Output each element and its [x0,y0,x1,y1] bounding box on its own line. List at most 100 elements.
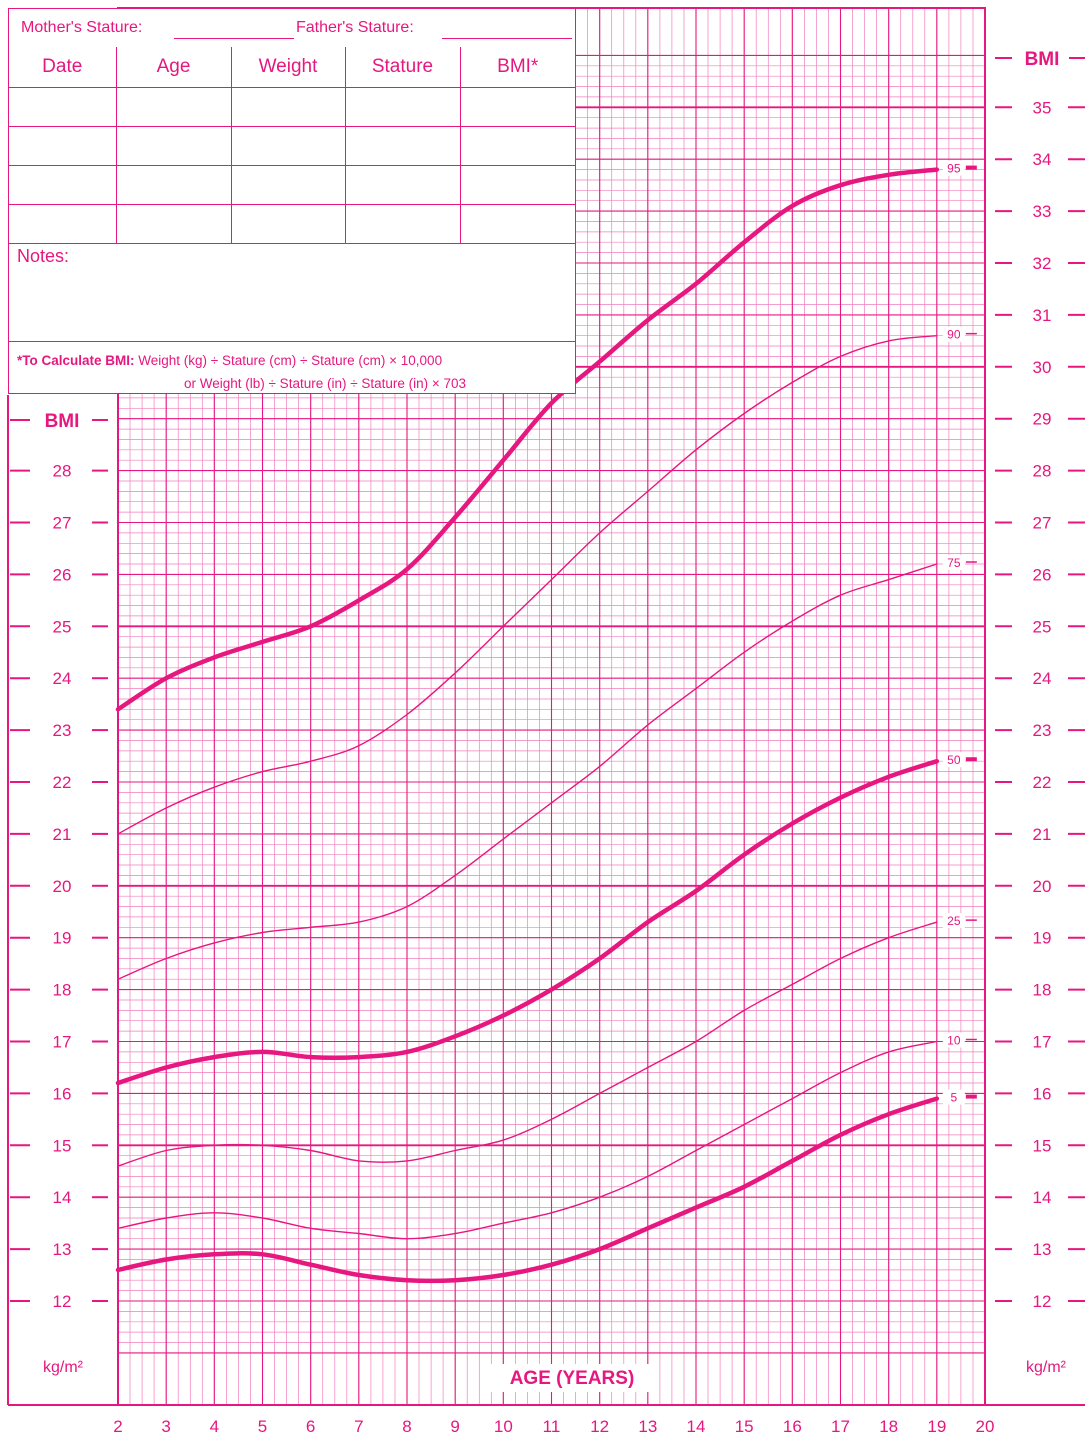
col-weight: Weight [230,47,346,88]
table-cell[interactable] [115,204,232,244]
formula-line-1: Weight (kg) ÷ Stature (cm) ÷ Stature (cm… [138,353,443,368]
y-tick-label-right: 30 [1033,358,1052,377]
y-tick-label-right: 17 [1033,1033,1052,1052]
percentile-label-5: 5 [950,1091,957,1105]
x-tick-label: 11 [543,1417,561,1436]
x-tick-label: 2 [113,1417,122,1436]
y-tick-label-right: 21 [1033,825,1052,844]
y-tick-label-right: 15 [1033,1136,1052,1155]
table-cell[interactable] [230,126,346,166]
father-stature-field[interactable] [442,38,572,39]
col-bmi: BMI* [459,47,575,88]
unit-label-right: kg/m² [1026,1359,1067,1376]
pct-label-bg [942,326,965,342]
y-tick-label-right: 27 [1033,514,1052,533]
table-cell[interactable] [459,165,575,205]
table-cell[interactable] [9,165,117,205]
y-tick-label-right: 19 [1033,929,1052,948]
notes-area[interactable]: Notes: [9,240,575,342]
table-cell[interactable] [230,204,346,244]
father-stature-label: Father's Stature: [296,19,414,36]
table-cell[interactable] [230,165,346,205]
percentile-label-90: 90 [947,328,961,342]
table-cell[interactable] [344,126,461,166]
x-tick-label: 8 [402,1417,411,1436]
y-tick-label-left: 23 [53,721,72,740]
x-tick-label: 13 [638,1417,657,1436]
parent-stature-row: Mother's Stature: Father's Stature: [9,9,575,47]
percentile-label-10: 10 [947,1034,961,1048]
table-row [9,165,575,205]
y-tick-label-right: 20 [1033,877,1052,896]
y-tick-label-left: 19 [53,929,72,948]
percentile-curves [115,167,940,1284]
y-tick-label-left: 15 [53,1136,72,1155]
chart-labels: 1213141516171819202122232425262728121314… [28,45,1082,1436]
table-cell[interactable] [9,126,117,166]
y-tick-label-left: 17 [53,1033,72,1052]
y-tick-label-right: 26 [1033,565,1052,584]
y-tick-label-left: 16 [53,1084,72,1103]
x-axis-title: AGE (YEARS) [510,1368,635,1389]
y-axis-title-left: BMI [45,411,80,432]
x-tick-label: 12 [590,1417,609,1436]
table-cell[interactable] [115,165,232,205]
bmi-formula: *To Calculate BMI: Weight (kg) ÷ Stature… [9,343,575,395]
formula-lead: *To Calculate BMI: [17,353,135,368]
y-tick-label-left: 18 [53,981,72,1000]
pct-label-bg [942,160,965,176]
percentile-label-95: 95 [947,162,961,176]
y-tick-label-right: 14 [1033,1188,1052,1207]
unit-left-bg [28,1350,98,1380]
table-cell[interactable] [344,204,461,244]
x-tick-label: 9 [450,1417,459,1436]
table-cell[interactable] [115,87,232,127]
y-tick-label-right: 25 [1033,617,1052,636]
table-cell[interactable] [459,87,575,127]
table-row [9,87,575,127]
pct-label-bg [942,1089,965,1105]
y-tick-label-right: 22 [1033,773,1052,792]
x-tick-label: 15 [735,1417,754,1436]
table-cell[interactable] [9,87,117,127]
percentile-curve-95 [115,167,940,712]
mother-stature-field[interactable] [174,38,294,39]
percentile-curve-50 [115,758,940,1086]
y-axis-title-right-bg [1015,45,1069,73]
x-tick-label: 6 [306,1417,315,1436]
percentile-curve-10 [117,1040,938,1240]
pct-label-bg [942,1032,965,1048]
table-row [9,204,575,244]
y-tick-label-left: 20 [53,877,72,896]
table-cell[interactable] [344,165,461,205]
y-tick-label-right: 35 [1033,98,1052,117]
x-tick-label: 16 [783,1417,802,1436]
table-cell[interactable] [9,204,117,244]
y-tick-label-right: 13 [1033,1240,1052,1259]
x-tick-label: 4 [210,1417,219,1436]
x-tick-label: 19 [927,1417,946,1436]
y-tick-label-left: 25 [53,617,72,636]
y-tick-label-right: 28 [1033,462,1052,481]
measurement-table: Date Age Weight Stature BMI* [9,47,575,244]
y-tick-label-right: 16 [1033,1084,1052,1103]
x-tick-label: 18 [879,1417,898,1436]
table-cell[interactable] [459,204,575,244]
x-tick-label: 10 [494,1417,513,1436]
pct-label-bg [942,913,965,929]
table-cell[interactable] [459,126,575,166]
table-cell[interactable] [115,126,232,166]
y-tick-label-left: 27 [53,514,72,533]
notes-label: Notes: [17,246,70,266]
y-tick-label-left: 28 [53,462,72,481]
table-cell[interactable] [230,87,346,127]
percentile-curve-25 [117,921,938,1167]
patient-info-box: Mother's Stature: Father's Stature: Date… [8,8,576,394]
unit-label-left: kg/m² [43,1359,84,1376]
x-tick-label: 3 [161,1417,170,1436]
table-cell[interactable] [344,87,461,127]
x-tick-label: 7 [354,1417,363,1436]
unit-right-bg [1010,1350,1082,1380]
y-tick-label-right: 34 [1033,150,1052,169]
